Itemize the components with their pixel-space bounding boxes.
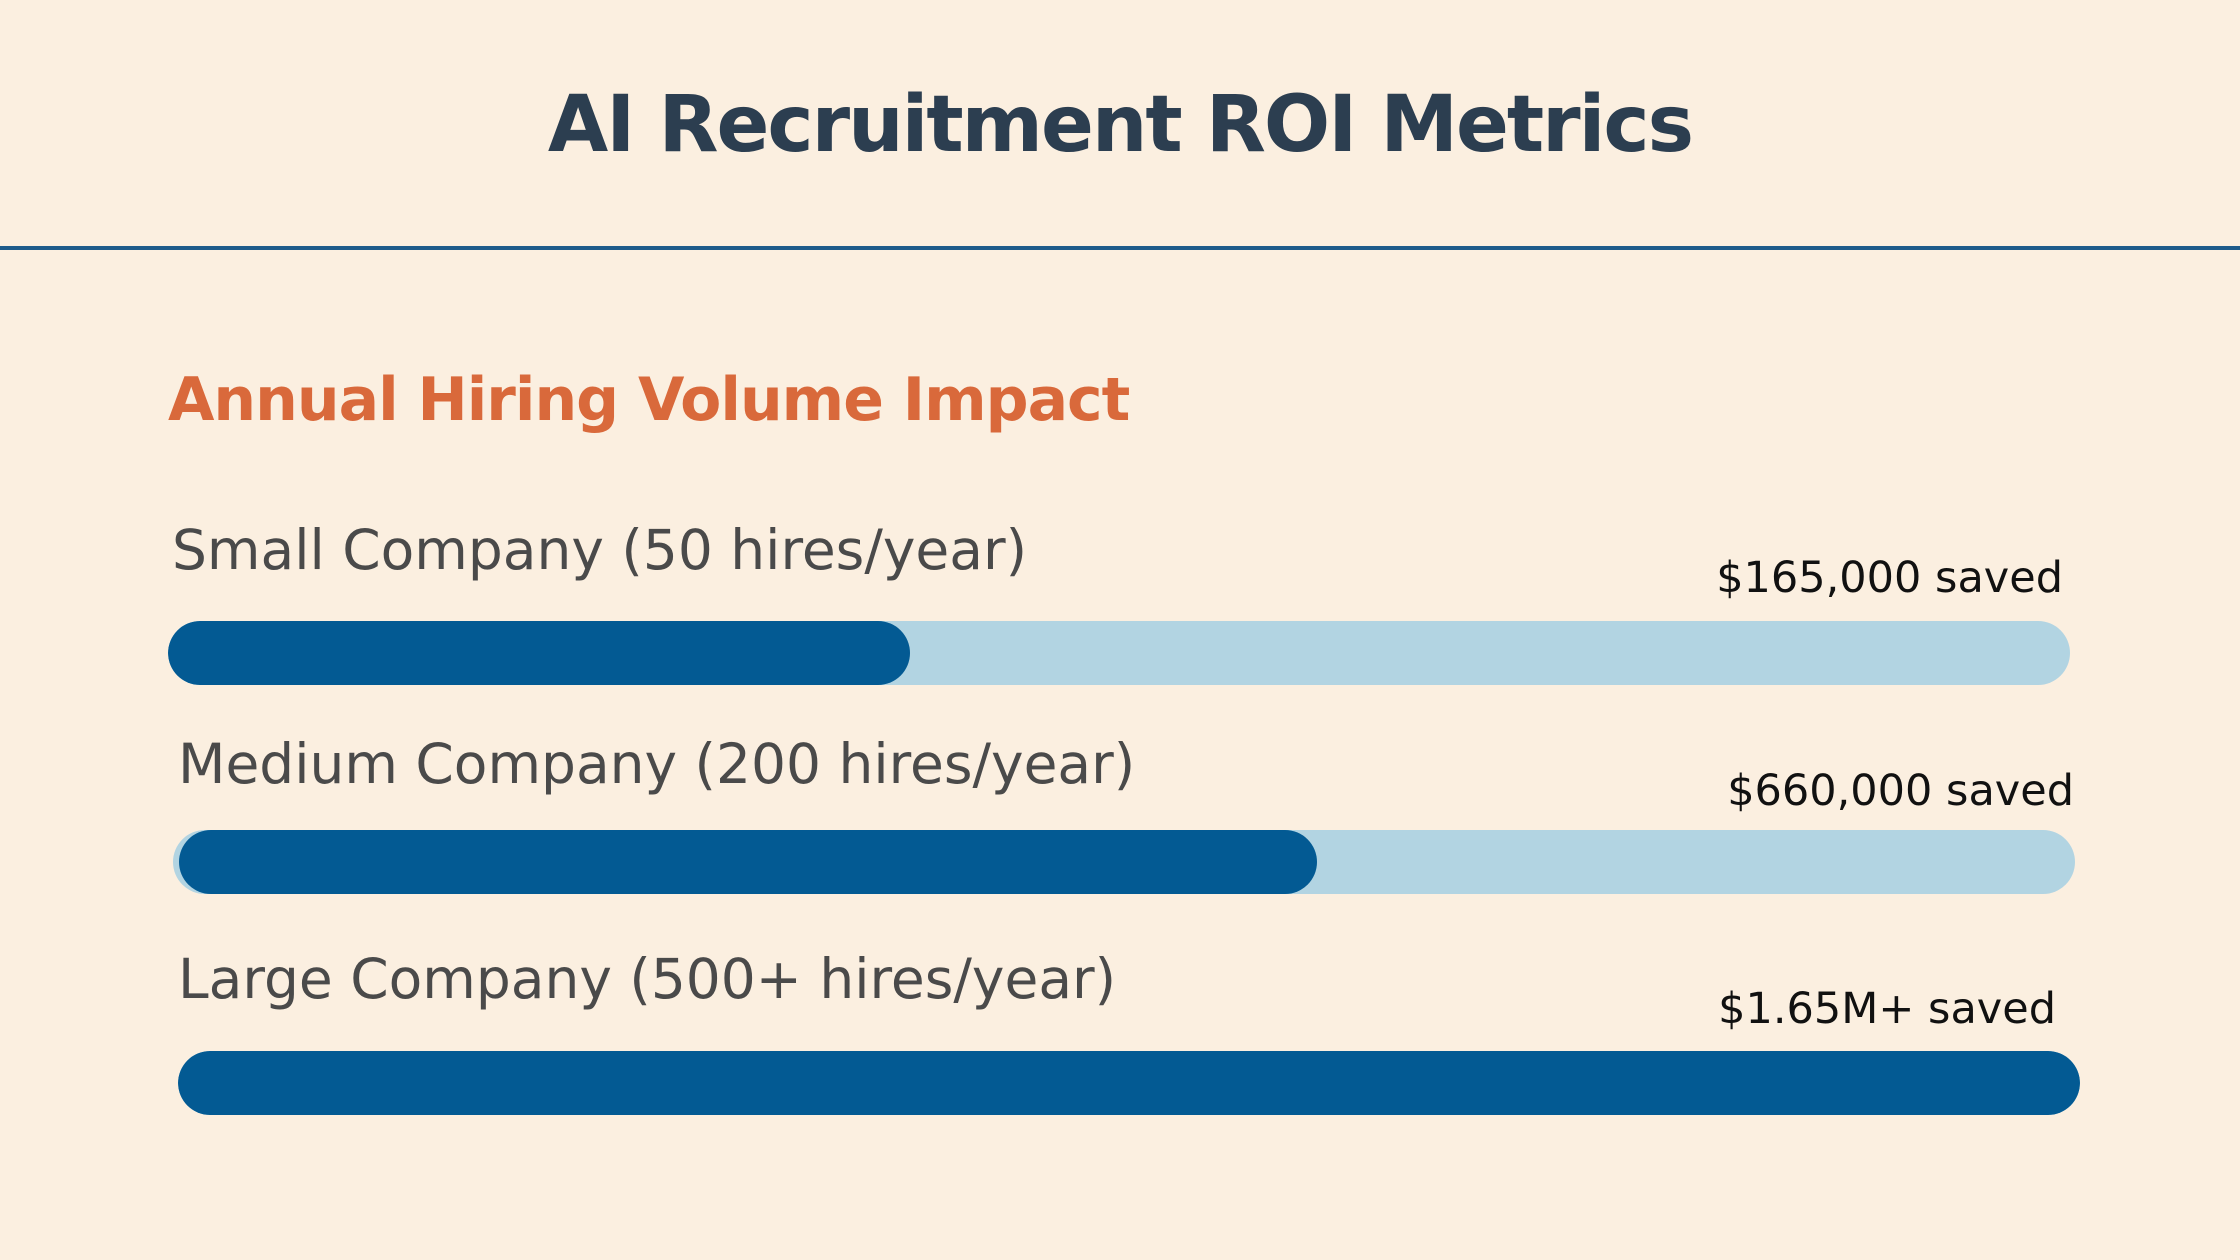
value-label-large: $1.65M+ saved: [1718, 984, 2056, 1034]
bar-fill-large: [178, 1051, 2080, 1115]
value-label-medium: $660,000 saved: [1727, 766, 2074, 816]
bar-track-large: [178, 1051, 2080, 1115]
category-label-medium: Medium Company (200 hires/year): [178, 732, 1136, 796]
chart-title: Annual Hiring Volume Impact: [168, 365, 1130, 435]
page-title: AI Recruitment ROI Metrics: [547, 80, 1694, 170]
category-label-large: Large Company (500+ hires/year): [178, 947, 1117, 1011]
bar-fill-medium: [179, 830, 1317, 894]
bar-track-small: [168, 621, 2070, 685]
title-divider: [0, 246, 2240, 250]
category-label-small: Small Company (50 hires/year): [172, 518, 1028, 582]
value-label-small: $165,000 saved: [1716, 553, 2063, 603]
bar-fill-small: [168, 621, 910, 685]
bar-track-medium: [173, 830, 2075, 894]
